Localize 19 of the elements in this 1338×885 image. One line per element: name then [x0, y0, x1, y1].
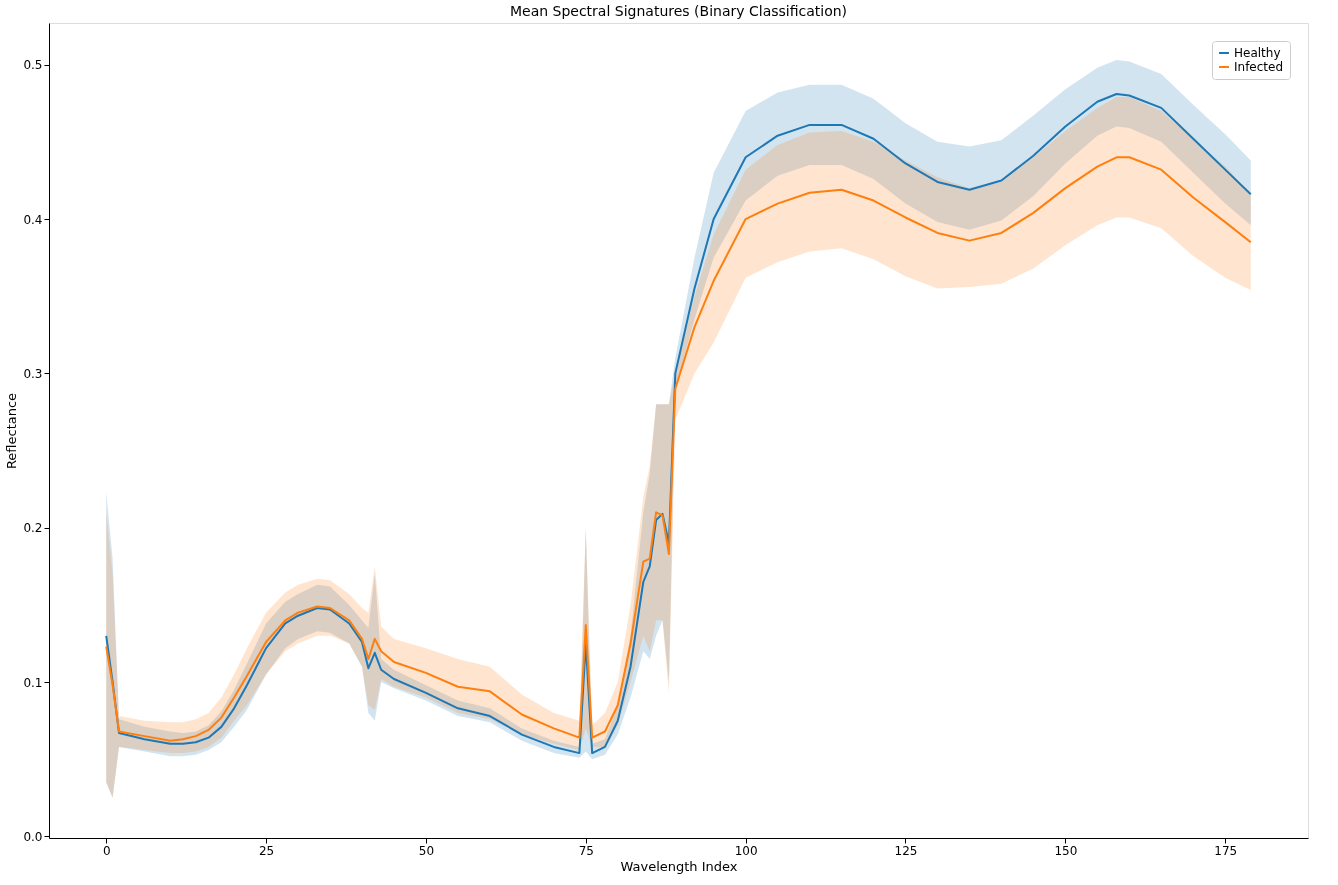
- legend-label: Infected: [1234, 60, 1284, 74]
- y-tick-label: 0.4: [23, 212, 43, 227]
- x-tick-label: 125: [894, 843, 918, 858]
- x-tick-label: 150: [1054, 843, 1078, 858]
- y-tick-label: 0.5: [23, 58, 43, 73]
- chart-title: Mean Spectral Signatures (Binary Classification): [509, 3, 848, 19]
- x-tick-label: 175: [1214, 843, 1238, 858]
- x-axis-title: Wavelength Index: [620, 858, 738, 874]
- x-tick-label: 0: [102, 843, 111, 858]
- y-tick-label: 0.3: [23, 366, 43, 381]
- y-tick-label: 0.2: [23, 521, 43, 536]
- x-tick-label: 75: [578, 843, 594, 858]
- y-axis-title: Reflectance: [4, 392, 20, 470]
- y-tick-label: 0.1: [23, 675, 43, 690]
- x-tick-label: 50: [418, 843, 435, 858]
- legend-label: Healthy: [1234, 46, 1281, 60]
- x-tick-label: 25: [258, 843, 275, 858]
- y-tick-label: 0.0: [23, 829, 43, 844]
- x-tick-label: 100: [734, 843, 758, 858]
